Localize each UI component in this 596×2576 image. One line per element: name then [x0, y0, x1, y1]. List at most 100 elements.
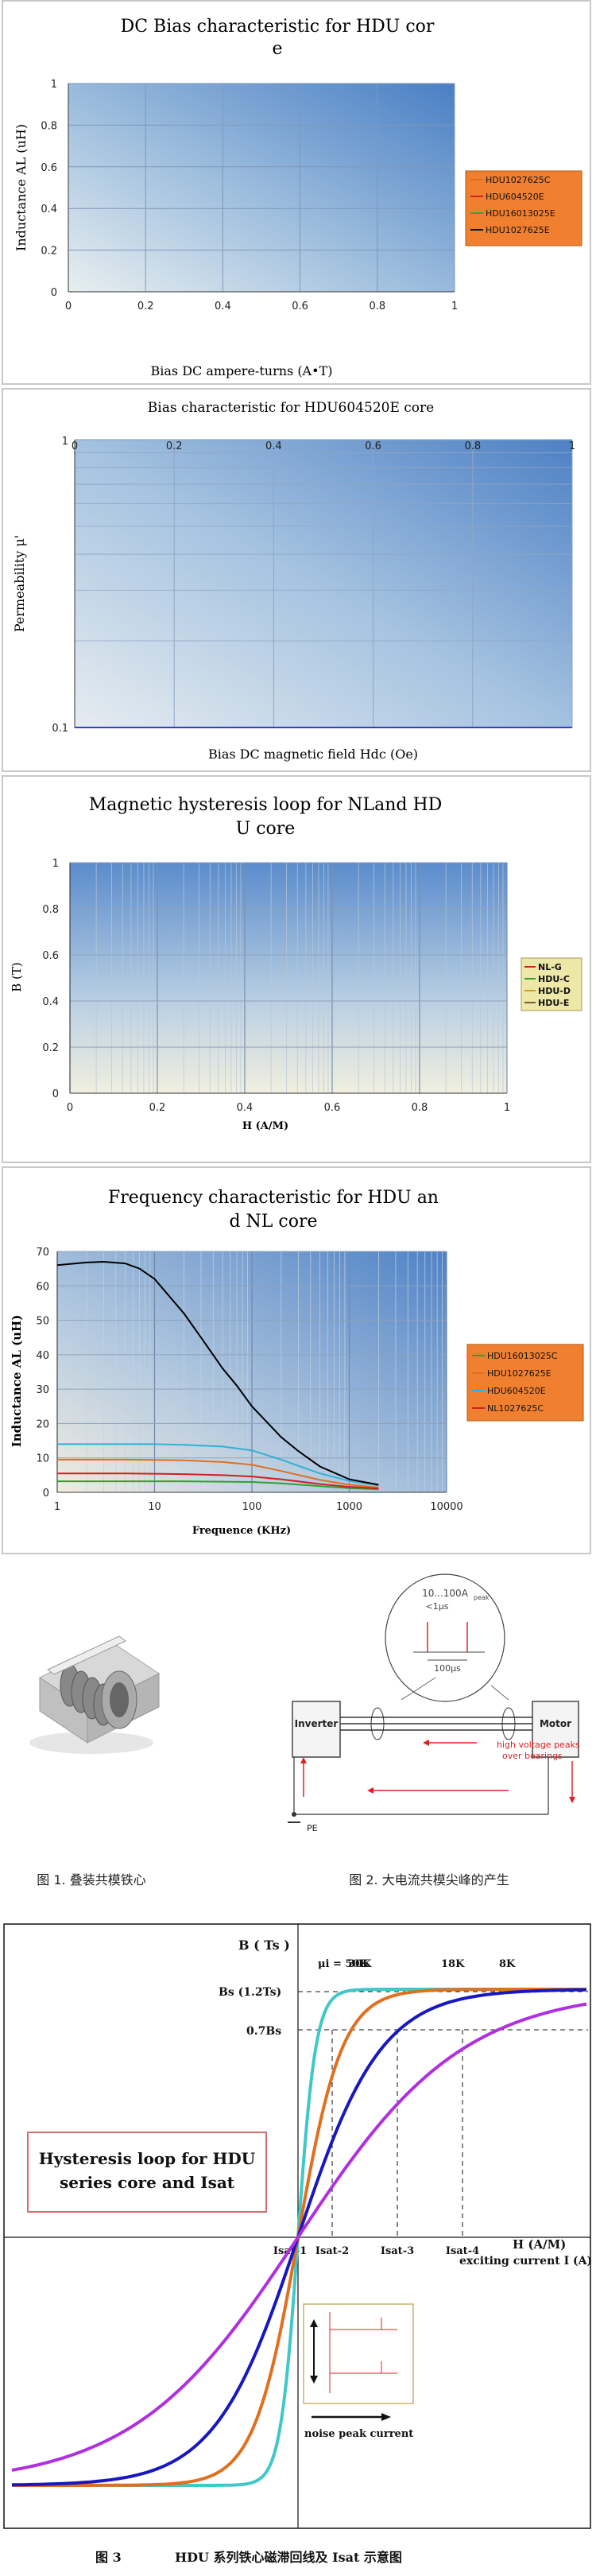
chart1-x-tick: 1 — [451, 301, 458, 312]
chart2-x-tick: 1 — [569, 440, 575, 452]
chart3-x-axis-label: H (A/M) — [242, 1120, 288, 1132]
noise-peak-label: noise peak current — [304, 2428, 413, 2440]
chart2-title: Bias characteristic for HDU604520E core — [148, 400, 434, 416]
chart2-ticks: 0 0.2 0.4 0.6 0.8 1 1 0.1 — [52, 436, 575, 735]
figure3-number: 图 3 — [95, 2550, 122, 2565]
chart4-x-tick: 10000 — [430, 1501, 462, 1513]
chart1-y-tick: 0.2 — [41, 246, 57, 258]
motor-label: Motor — [540, 1718, 571, 1729]
common-mode-core-photo — [29, 1635, 160, 1754]
chart4-x-tick: 1000 — [336, 1501, 362, 1513]
hysteresis-isat-svg: B ( Ts ) Bs (1.2Ts) 0.7Bs Isat-1 Isat-2 Is… — [3, 1923, 592, 2565]
chart3-x-tick: 0.8 — [412, 1102, 428, 1114]
chart-bias-permeability: Bias characteristic for HDU604520E core … — [2, 388, 591, 772]
chart3-y-tick: 0.2 — [42, 1042, 59, 1054]
bearing-current-diagram: 10...100A peak <1μs 100μs Inverter Motor… — [288, 1573, 580, 1833]
chart2-y-tick: 1 — [62, 436, 68, 448]
motor-box — [532, 1701, 579, 1758]
chart3-title-line1: Magnetic hysteresis loop for NLand HD — [89, 795, 443, 815]
chart1-legend-label: HDU1027625E — [486, 225, 550, 235]
chart1-y-tick: 0.6 — [41, 162, 57, 174]
chart2-x-tick: 0.6 — [365, 440, 381, 452]
chart4-y-axis-label: Inductance AL (uH) — [10, 1315, 24, 1448]
chart1-x-tick: 0.8 — [369, 301, 385, 312]
chart4-legend-box — [466, 1344, 584, 1422]
chart4-grid — [56, 1251, 447, 1493]
chart-dc-bias: DC Bias characteristic for HDU cor e 0 0.… — [2, 0, 591, 385]
bs-mark-label: Bs (1.2Ts) — [219, 1986, 281, 1999]
chart3-legend: NL-G HDU-C HDU-D HDU-E — [521, 957, 582, 1011]
inverter-box — [292, 1701, 341, 1758]
isat-label: Isat-4 — [446, 2245, 479, 2257]
chart3-x-tick: 0.4 — [237, 1102, 253, 1114]
chart3-y-tick: 0 — [52, 1088, 59, 1100]
chart1-legend: HDU1027625C HDU604520E HDU16013025E HDU1027… — [465, 170, 582, 246]
chart4-x-tick: 10 — [148, 1501, 161, 1513]
pe-label: PE — [307, 1823, 318, 1833]
chart3-legend-label: HDU-E — [538, 998, 569, 1008]
chart4-series-line — [57, 1458, 379, 1488]
chart1-y-tick: 0.4 — [41, 204, 57, 215]
chart4-ticks: 1 10 100 1000 10000 0 10 20 30 40 50 60 70 — [36, 1247, 462, 1513]
chart4-y-tick: 40 — [36, 1350, 49, 1362]
chart2-x-tick: 0.8 — [464, 440, 481, 452]
chart3-legend-label: HDU-C — [538, 974, 570, 984]
hysteresis-box-line2: series core and Isat — [60, 2173, 235, 2192]
chart1-y-axis-label: Inductance AL (uH) — [14, 124, 29, 251]
chart4-legend-label: HDU16013025C — [487, 1351, 558, 1361]
chart3-x-tick: 0 — [67, 1102, 73, 1114]
figure2-caption: 图 2. 大电流共模尖峰的产生 — [349, 1872, 509, 1887]
chart3-ticks: 0 0.2 0.4 0.6 0.8 1 0 0.2 0.4 0.6 0.8 1 — [42, 858, 510, 1114]
hysteresis-curves — [11, 1988, 587, 2487]
hysteresis-title-box — [27, 2132, 267, 2213]
chart3-y-tick: 1 — [52, 858, 59, 870]
chart3-y-axis-label: B (T) — [10, 962, 24, 992]
chart1-grid — [68, 83, 455, 293]
mu-label: 8K — [499, 1958, 516, 1970]
chart3-title-line2: U core — [236, 819, 296, 839]
inverter-label: Inverter — [295, 1718, 339, 1729]
chart3-plot-area — [70, 863, 507, 1093]
chart1-plot-area — [68, 83, 455, 292]
chart3-legend-label: NL-G — [538, 962, 562, 972]
chart4-series-line — [57, 1443, 379, 1487]
mu-label: 18K — [441, 1958, 465, 1970]
chart4-series-line — [57, 1472, 379, 1490]
chart1-x-tick: 0.6 — [292, 301, 308, 312]
chart4-y-tick: 60 — [36, 1281, 49, 1293]
hysteresis-curve — [11, 2002, 587, 2472]
hysteresis-box-line1: Hysteresis loop for HDU — [39, 2149, 255, 2168]
exciting-current-label: exciting current I (A) — [459, 2255, 592, 2268]
chart1-title-line1: DC Bias characteristic for HDU cor — [121, 17, 435, 37]
chart1-x-tick: 0.4 — [215, 301, 231, 312]
chart4-y-tick: 70 — [36, 1247, 49, 1259]
chart2-x-tick: 0.4 — [265, 440, 282, 452]
chart4-y-tick: 0 — [43, 1488, 49, 1499]
chart-frequency-svg: Frequency characteristic for HDU an d NL… — [10, 1188, 584, 1537]
mu-label: μi = 50K — [318, 1958, 369, 1970]
chart1-legend-label: HDU1027625C — [486, 175, 551, 185]
chart1-legend-box — [465, 170, 582, 246]
chart-bias-permeability-svg: Bias characteristic for HDU604520E core … — [12, 400, 575, 762]
chart4-title-line2: d NL core — [229, 1212, 317, 1232]
isat-dash-lines: Isat-1 Isat-2 Isat-3 Isat-4 — [273, 2030, 479, 2257]
chart1-ticks: 0 0.2 0.4 0.6 0.8 1 0 0.2 0.4 0.6 0.8 1 — [41, 79, 458, 312]
pulse-width-label: <1μs — [426, 1601, 449, 1612]
chart2-plot-area — [75, 440, 572, 727]
07bs-mark-label: 0.7Bs — [246, 2025, 281, 2038]
chart4-legend: HDU16013025C HDU1027625E HDU604520E NL10276… — [466, 1344, 584, 1422]
chart4-series-line — [57, 1480, 379, 1491]
chart3-grid — [69, 862, 508, 1094]
chart4-legend-label: HDU1027625E — [487, 1368, 551, 1379]
chart3-y-tick: 0.8 — [42, 904, 59, 916]
chart2-y-axis-label: Permeability μ' — [12, 535, 27, 632]
chart-dc-bias-svg: DC Bias characteristic for HDU cor e 0 0.… — [14, 17, 582, 378]
chart1-legend-label: HDU16013025E — [486, 208, 555, 219]
pulse-period-label: 100μs — [434, 1663, 461, 1674]
chart4-y-tick: 50 — [36, 1316, 49, 1328]
figure3-caption: HDU 系列铁心磁滞回线及 Isat 示意图 — [175, 2550, 402, 2565]
h-axis-label: H (A/M) — [513, 2237, 566, 2252]
chart1-title-line2: e — [272, 39, 282, 59]
chart1-x-tick: 0.2 — [137, 301, 154, 312]
figure1-caption: 图 1. 叠装共模铁心 — [37, 1872, 145, 1887]
